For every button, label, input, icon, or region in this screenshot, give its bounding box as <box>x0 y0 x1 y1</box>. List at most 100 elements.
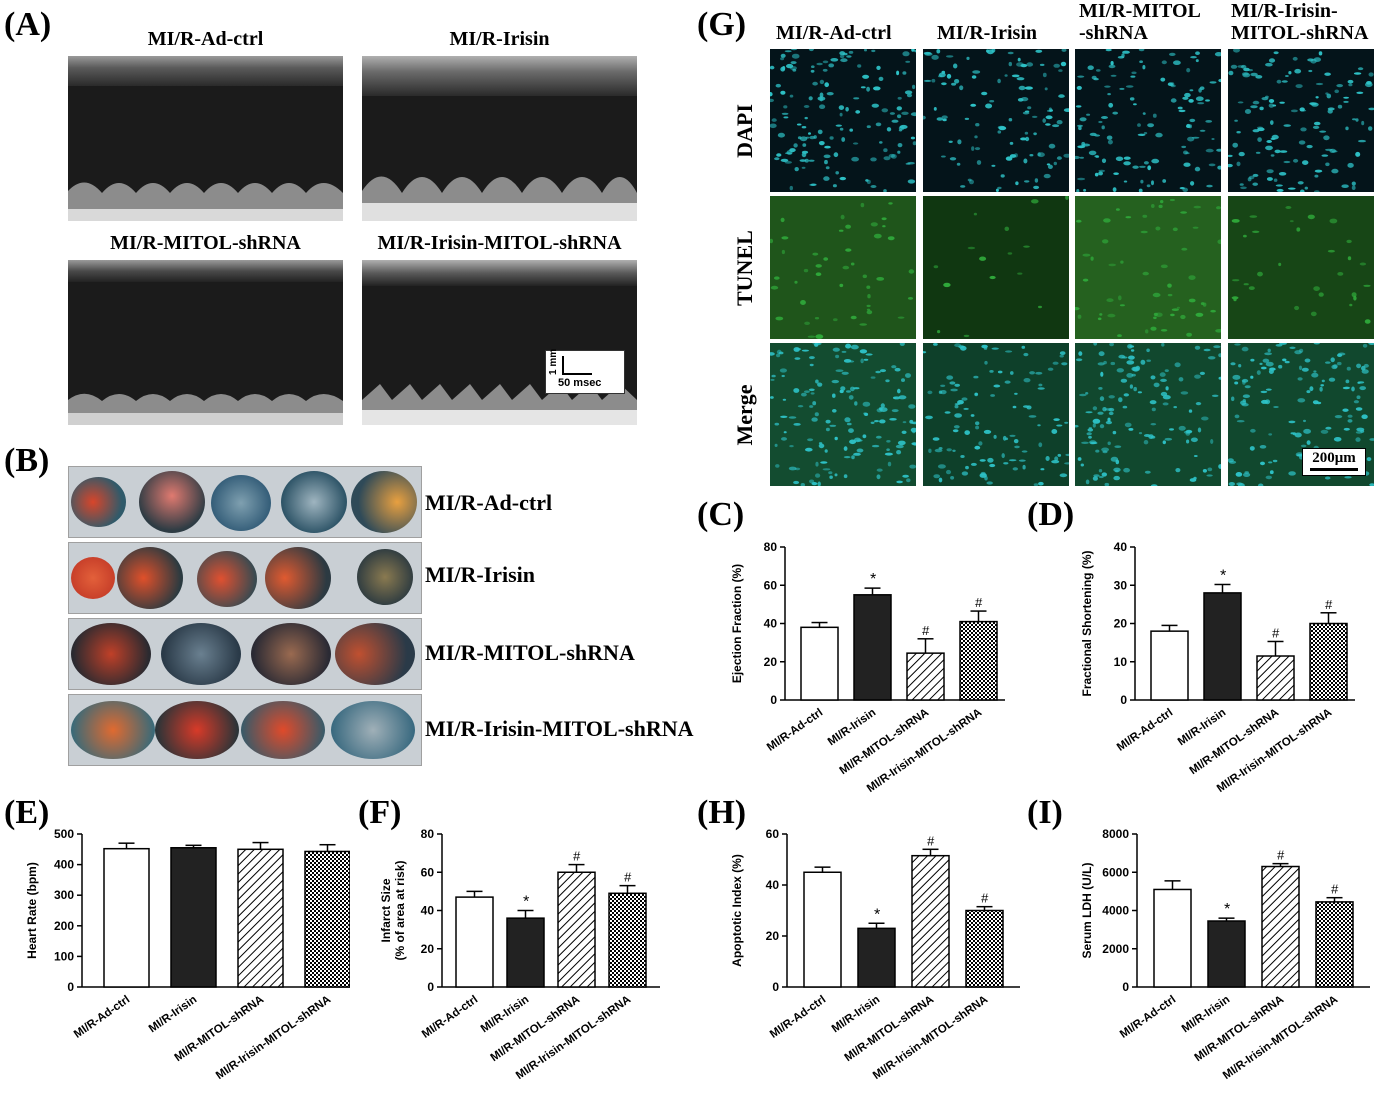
y-axis-label: Fractional Shortening (%) <box>1080 550 1094 696</box>
panel-label-f: (F) <box>358 794 402 831</box>
y-tick-label: 30 <box>1114 578 1128 592</box>
tunel-tile <box>770 196 916 339</box>
significance-mark: # <box>927 833 935 848</box>
tunel-col-irisin-mitol-shrna: MI/R-Irisin- MITOL-shRNA <box>1231 0 1369 44</box>
bar <box>911 854 950 988</box>
bar <box>608 892 647 988</box>
chart-serum-ldh: 0 2000 4000 6000 8000 Serum LDH (U/L) MI/R-Ad-… <box>1080 827 1370 1082</box>
chart-apoptotic-index: 0 20 40 60 Apoptotic Index (%) MI/R-Ad-ctrl * M… <box>730 827 1020 1082</box>
bar <box>1153 888 1192 988</box>
y-tick-label: 6000 <box>1102 865 1129 879</box>
ttc-label-ad-ctrl: MI/R-Ad-ctrl <box>425 490 553 515</box>
panel-label-c: (C) <box>697 496 745 533</box>
bar <box>1261 865 1300 988</box>
ttc-strip-irisin <box>68 542 422 614</box>
y-axis-label: (% of area at risk) <box>393 860 407 960</box>
category-label: MI/R-MITOL-shRNA <box>838 707 932 778</box>
category-label: MI/R-MITOL-shRNA <box>1193 994 1287 1065</box>
ttc-strip-ad-ctrl <box>68 466 422 538</box>
category-label: MI/R-Ad-ctrl <box>72 994 132 1041</box>
y-tick-label: 20 <box>1114 617 1128 631</box>
significance-mark: # <box>975 595 983 610</box>
bar <box>103 847 150 988</box>
category-label: MI/R-Irisin <box>830 994 882 1036</box>
bar <box>1309 622 1348 701</box>
y-axis-label: Ejection Fraction (%) <box>730 564 744 683</box>
echo-image-mitol-shrna <box>68 260 343 425</box>
bar <box>455 896 494 988</box>
tunel-tile <box>1075 343 1221 486</box>
tunel-tile <box>1228 196 1374 339</box>
bar <box>1207 920 1246 988</box>
y-tick-label: 0 <box>772 980 779 994</box>
bar <box>237 848 284 988</box>
bar <box>1315 901 1354 988</box>
category-label: MI/R-Ad-ctrl <box>768 994 828 1041</box>
echo-image-irisin-mitol-shrna <box>362 260 637 425</box>
y-tick-label: 0 <box>1122 980 1129 994</box>
category-label: MI/R-Ad-ctrl <box>1118 994 1178 1041</box>
tunel-tile <box>770 343 916 486</box>
category-label: MI/R-Irisin <box>826 707 878 749</box>
category-label: MI/R-Ad-ctrl <box>765 707 825 754</box>
significance-mark: # <box>981 891 989 906</box>
y-tick-label: 40 <box>764 617 778 631</box>
ttc-label-irisin: MI/R-Irisin <box>425 562 535 587</box>
y-tick-label: 20 <box>421 942 435 956</box>
tunel-col-mitol-shrna: MI/R-MITOL -shRNA <box>1079 0 1201 44</box>
y-axis-label: Apoptotic Index (%) <box>730 854 744 967</box>
bar <box>304 850 350 988</box>
y-tick-label: 80 <box>764 540 778 554</box>
chart-infarct-size: 0 20 40 60 80 Infarct Size (% of area at risk)… <box>380 827 660 1082</box>
panel-label-b: (B) <box>4 442 50 479</box>
bar <box>803 871 842 988</box>
y-tick-label: 100 <box>54 949 74 963</box>
panel-label-g: (G) <box>697 6 747 43</box>
bar <box>800 626 839 701</box>
tunel-row-dapi: DAPI <box>732 104 757 158</box>
panel-label-e: (E) <box>4 794 50 831</box>
significance-mark: * <box>1219 567 1226 584</box>
category-label: MI/R-Irisin <box>1180 994 1232 1036</box>
category-label: MI/R-Irisin <box>1176 707 1228 749</box>
ttc-label-mitol-shrna: MI/R-MITOL-shRNA <box>425 640 635 665</box>
echo-wall-trace <box>68 182 343 221</box>
y-tick-label: 40 <box>421 904 435 918</box>
panel-label-d: (D) <box>1027 496 1075 533</box>
y-tick-label: 0 <box>67 980 74 994</box>
bar <box>1256 655 1295 701</box>
echo-wall-trace <box>362 384 637 425</box>
ttc-strip-irisin-mitol-shrna <box>68 694 422 766</box>
y-tick-label: 200 <box>54 919 74 933</box>
significance-mark: * <box>873 906 880 923</box>
y-tick-label: 60 <box>766 827 780 841</box>
echo-image-irisin <box>362 56 637 221</box>
tunel-scale-label: 200μm <box>1312 450 1356 466</box>
tunel-scale-bar: 200μm <box>1302 448 1366 476</box>
chart-ejection-fraction: 0 20 40 60 80 Ejection Fraction (%) MI/R-Ad-ct… <box>730 540 1005 795</box>
y-tick-label: 2000 <box>1102 942 1129 956</box>
bar <box>170 847 217 988</box>
tunel-tile <box>1075 196 1221 339</box>
category-label: MI/R-Ad-ctrl <box>1115 707 1175 754</box>
category-label: MI/R-MITOL-shRNA <box>489 994 583 1065</box>
scale-horizontal-label: 50 msec <box>558 377 602 389</box>
bar <box>1150 630 1189 701</box>
y-tick-label: 0 <box>770 693 777 707</box>
bar <box>959 620 998 701</box>
y-axis-label: Heart Rate (bpm) <box>25 862 39 959</box>
echo-wall-trace <box>68 393 343 425</box>
significance-mark: # <box>922 623 930 638</box>
y-tick-label: 0 <box>427 980 434 994</box>
y-tick-label: 10 <box>1114 655 1128 669</box>
echo-image-ad-ctrl <box>68 56 343 221</box>
y-tick-label: 40 <box>766 878 780 892</box>
chart-heart-rate: 0 100 200 300 400 500 Heart Rate (bpm) MI/R-Ad-… <box>25 827 350 1082</box>
echo-title-ad-ctrl: MI/R-Ad-ctrl <box>147 28 264 50</box>
category-label: MI/R-Ad-ctrl <box>420 994 480 1041</box>
tunel-tile <box>1228 49 1374 192</box>
bar <box>506 917 545 988</box>
y-tick-label: 500 <box>54 827 74 841</box>
significance-mark: # <box>1325 597 1333 612</box>
y-tick-label: 60 <box>421 865 435 879</box>
